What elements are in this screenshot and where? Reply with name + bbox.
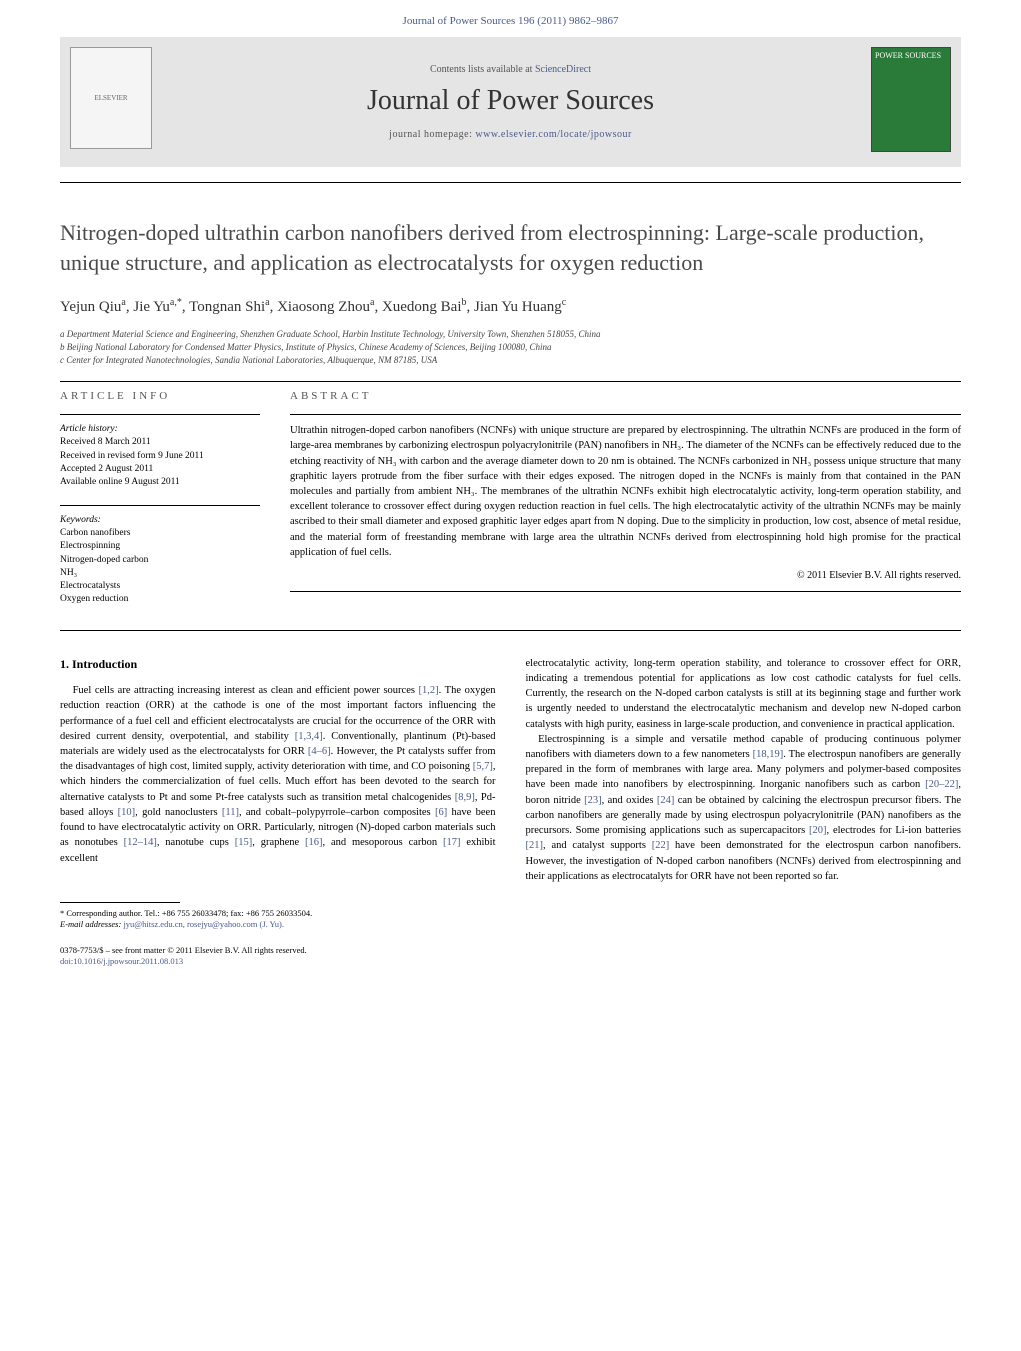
footer-doi: doi:10.1016/j.jpowsour.2011.08.013	[60, 956, 961, 967]
top-divider	[60, 182, 961, 183]
intro-paragraph-1: Fuel cells are attracting increasing int…	[60, 683, 496, 866]
corresponding-author-note: * Corresponding author. Tel.: +86 755 26…	[60, 908, 961, 919]
citation-ref[interactable]: [10]	[118, 807, 136, 818]
citation-ref[interactable]: [6]	[435, 807, 447, 818]
citation-ref[interactable]: [15]	[235, 837, 253, 848]
citation-ref[interactable]: [5,7]	[473, 761, 493, 772]
mid-divider	[60, 381, 961, 382]
left-column: 1. Introduction Fuel cells are attractin…	[60, 656, 496, 884]
journal-homepage: journal homepage: www.elsevier.com/locat…	[60, 129, 961, 140]
affiliations: a Department Material Science and Engine…	[60, 328, 961, 366]
right-column: electrocatalytic activity, long-term ope…	[526, 656, 962, 884]
citation-ref[interactable]: [12–14]	[124, 837, 157, 848]
contents-center: Contents lists available at ScienceDirec…	[60, 64, 961, 140]
keyword-5: Electrocatalysts	[60, 580, 260, 593]
abstract-copyright: © 2011 Elsevier B.V. All rights reserved…	[290, 570, 961, 581]
cover-label: POWER SOURCES	[875, 51, 941, 60]
intro-paragraph-2: Electrospinning is a simple and versatil…	[526, 732, 962, 884]
email-label: E-mail addresses:	[60, 919, 121, 929]
citation-ref[interactable]: [22]	[652, 840, 670, 851]
footnotes: * Corresponding author. Tel.: +86 755 26…	[60, 908, 961, 930]
citation-ref[interactable]: [21]	[526, 840, 544, 851]
keyword-6: Oxygen reduction	[60, 593, 260, 606]
history-received: Received 8 March 2011	[60, 436, 260, 449]
citation-ref[interactable]: [23]	[584, 795, 602, 806]
keyword-2: Electrospinning	[60, 540, 260, 553]
keyword-4: NH₃	[60, 567, 260, 580]
footnote-separator	[60, 902, 180, 903]
citation-ref[interactable]: [24]	[657, 795, 675, 806]
contents-bar: ELSEVIER Contents lists available at Sci…	[60, 37, 961, 167]
article-history: Article history: Received 8 March 2011 R…	[60, 423, 260, 489]
article-info-column: ARTICLE INFO Article history: Received 8…	[60, 390, 260, 622]
abstract-bottom-divider	[290, 591, 961, 592]
journal-cover-thumb: POWER SOURCES	[871, 47, 951, 152]
citation-header: Journal of Power Sources 196 (2011) 9862…	[0, 0, 1021, 37]
homepage-link[interactable]: www.elsevier.com/locate/jpowsour	[475, 129, 631, 140]
footer-copyright: 0378-7753/$ – see front matter © 2011 El…	[60, 945, 961, 956]
section-title: Introduction	[72, 657, 137, 671]
affiliation-c: c Center for Integrated Nanotechnologies…	[60, 354, 961, 367]
info-divider	[60, 414, 260, 415]
keyword-1: Carbon nanofibers	[60, 527, 260, 540]
body-columns: 1. Introduction Fuel cells are attractin…	[60, 656, 961, 884]
journal-title: Journal of Power Sources	[60, 85, 961, 117]
citation-ref[interactable]: [16]	[305, 837, 323, 848]
elsevier-logo: ELSEVIER	[70, 47, 152, 149]
abstract-divider	[290, 414, 961, 415]
authors-line: Yejun Qiua, Jie Yua,*, Tongnan Shia, Xia…	[60, 297, 961, 316]
history-accepted: Accepted 2 August 2011	[60, 463, 260, 476]
homepage-label: journal homepage:	[389, 129, 472, 140]
history-online: Available online 9 August 2011	[60, 476, 260, 489]
bottom-divider	[60, 630, 961, 631]
citation-ref[interactable]: [8,9]	[455, 792, 475, 803]
history-label: Article history:	[60, 423, 260, 436]
footer-block: 0378-7753/$ – see front matter © 2011 El…	[60, 945, 961, 967]
abstract-column: ABSTRACT Ultrathin nitrogen-doped carbon…	[290, 390, 961, 622]
citation-ref[interactable]: [17]	[443, 837, 461, 848]
sciencedirect-link[interactable]: ScienceDirect	[535, 64, 591, 75]
citation-ref[interactable]: [11]	[222, 807, 239, 818]
doi-link[interactable]: doi:10.1016/j.jpowsour.2011.08.013	[60, 956, 183, 966]
citation-ref[interactable]: [20–22]	[925, 779, 958, 790]
abstract-header: ABSTRACT	[290, 390, 961, 402]
citation-ref[interactable]: [4–6]	[308, 746, 331, 757]
article-info-header: ARTICLE INFO	[60, 390, 260, 402]
affiliation-a: a Department Material Science and Engine…	[60, 328, 961, 341]
keyword-3: Nitrogen-doped carbon	[60, 554, 260, 567]
elsevier-logo-text: ELSEVIER	[94, 94, 127, 102]
contents-listing: Contents lists available at ScienceDirec…	[60, 64, 961, 75]
citation-ref[interactable]: [1,3,4]	[295, 731, 323, 742]
section-1-heading: 1. Introduction	[60, 656, 496, 673]
keywords-block: Keywords: Carbon nanofibers Electrospinn…	[60, 514, 260, 607]
history-revised: Received in revised form 9 June 2011	[60, 450, 260, 463]
abstract-text: Ultrathin nitrogen-doped carbon nanofibe…	[290, 423, 961, 560]
email-line: E-mail addresses: jyu@hitsz.edu.cn, rose…	[60, 919, 961, 930]
info-abstract-row: ARTICLE INFO Article history: Received 8…	[60, 390, 961, 622]
keywords-label: Keywords:	[60, 514, 260, 527]
citation-ref[interactable]: [20]	[809, 825, 827, 836]
intro-paragraph-1-cont: electrocatalytic activity, long-term ope…	[526, 656, 962, 732]
article-title: Nitrogen-doped ultrathin carbon nanofibe…	[60, 218, 961, 277]
keywords-divider	[60, 505, 260, 506]
citation-ref[interactable]: [1,2]	[419, 685, 439, 696]
email-links[interactable]: jyu@hitsz.edu.cn, rosejyu@yahoo.com (J. …	[123, 919, 284, 929]
contents-label: Contents lists available at	[430, 64, 532, 75]
affiliation-b: b Beijing National Laboratory for Conden…	[60, 341, 961, 354]
section-number: 1.	[60, 657, 69, 671]
citation-ref[interactable]: [18,19]	[753, 749, 784, 760]
